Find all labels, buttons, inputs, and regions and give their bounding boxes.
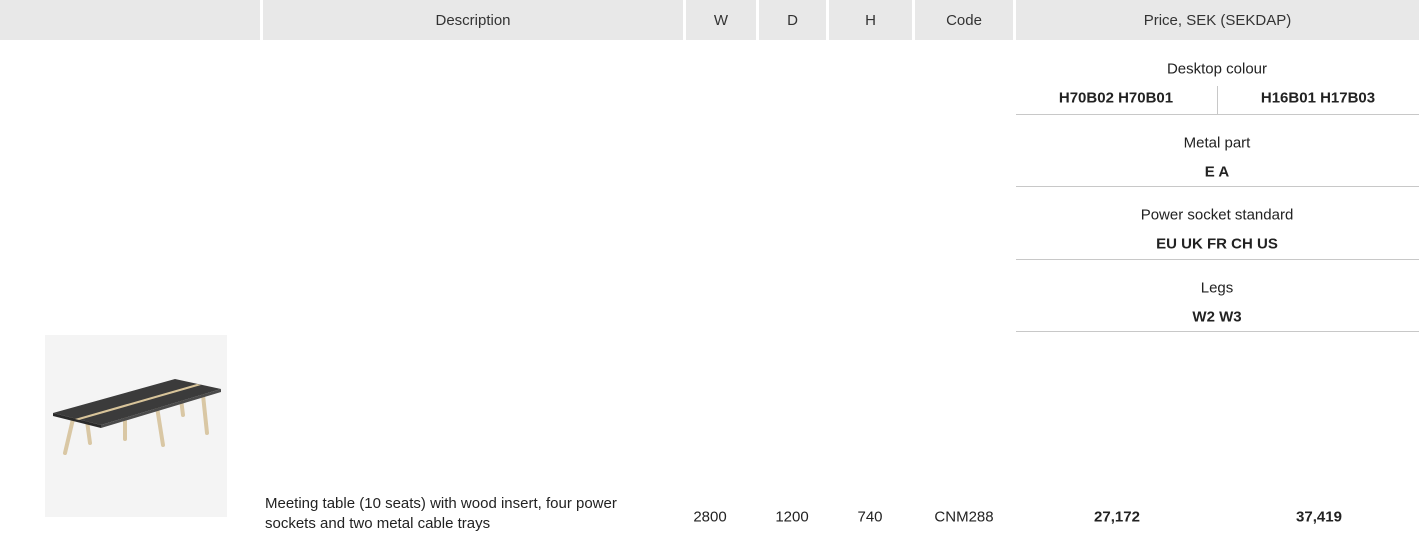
product-description: Meeting table (10 seats) with wood inser… [265, 495, 617, 532]
header-cell [0, 0, 260, 40]
product-height: 740 [857, 508, 883, 526]
option-value: H70B02 H70B01 [1058, 89, 1174, 107]
divider [1016, 114, 1419, 115]
option-value: W2 W3 [1192, 308, 1242, 326]
header-cell: W [686, 0, 756, 40]
product-code: CNM288 [934, 508, 994, 526]
option-label: Power socket standard [1140, 206, 1294, 224]
product-width: 2800 [693, 508, 727, 526]
divider [1016, 186, 1419, 187]
option-value: E A [1204, 163, 1230, 181]
divider [1217, 86, 1218, 114]
header-cell: Price, SEK (SEKDAP) [1016, 0, 1419, 40]
product-image [45, 335, 227, 517]
product-price: 27,172 [1094, 508, 1140, 526]
product-depth: 1200 [775, 508, 809, 526]
divider [1016, 331, 1419, 332]
product-price: 37,419 [1296, 508, 1342, 526]
header-cell: D [759, 0, 826, 40]
header-cell: H [829, 0, 912, 40]
option-label: Legs [1200, 279, 1234, 297]
option-label: Metal part [1183, 134, 1251, 152]
option-value: EU UK FR CH US [1156, 235, 1278, 253]
header-cell: Description [263, 0, 683, 40]
option-label: Desktop colour [1166, 60, 1268, 78]
divider [1016, 259, 1419, 260]
option-value: H16B01 H17B03 [1260, 89, 1376, 107]
header-cell: Code [915, 0, 1013, 40]
